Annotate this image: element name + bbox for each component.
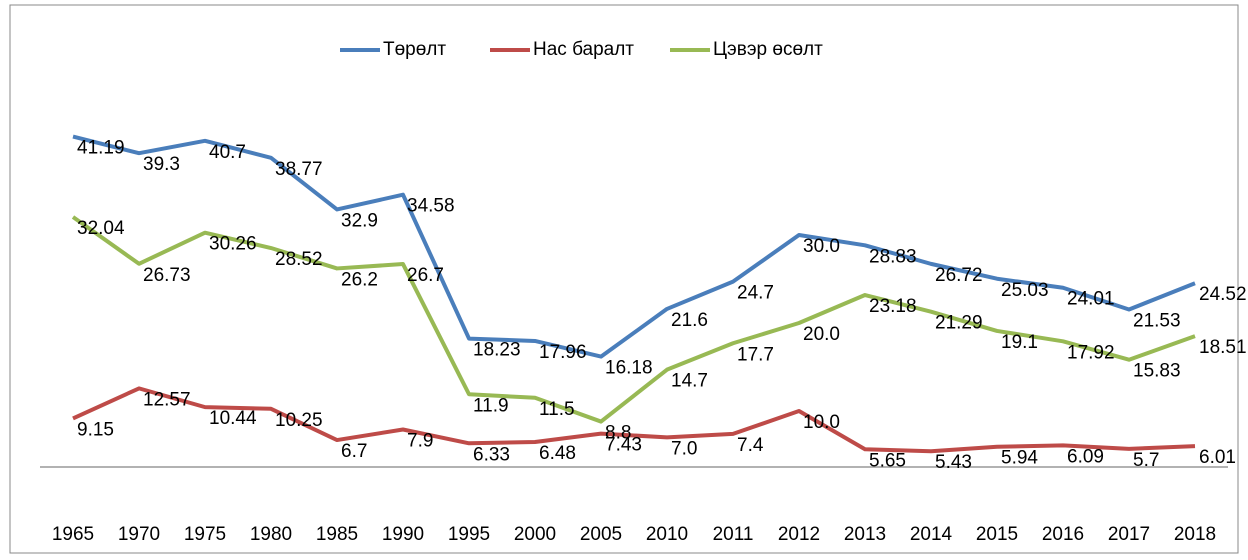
x-tick-label: 2013 bbox=[844, 524, 886, 545]
data-label: 11.5 bbox=[539, 399, 575, 420]
data-label: 15.83 bbox=[1133, 361, 1181, 382]
data-label: 24.7 bbox=[737, 283, 774, 304]
x-tick-label: 2017 bbox=[1108, 524, 1150, 545]
data-label: 26.73 bbox=[143, 265, 191, 286]
data-label: 9.15 bbox=[77, 419, 114, 440]
data-label: 19.1 bbox=[1001, 332, 1038, 353]
x-tick-label: 1985 bbox=[316, 524, 358, 545]
x-tick-label: 2000 bbox=[514, 524, 556, 545]
data-label: 10.44 bbox=[209, 408, 257, 429]
data-label: 23.18 bbox=[869, 296, 917, 317]
x-tick-label: 1965 bbox=[52, 524, 94, 545]
x-tick-label: 2012 bbox=[778, 524, 820, 545]
data-label: 6.48 bbox=[539, 443, 576, 464]
data-label: 28.52 bbox=[275, 249, 323, 270]
data-label: 24.01 bbox=[1067, 289, 1115, 310]
x-tick-label: 2014 bbox=[910, 524, 953, 545]
data-label: 40.7 bbox=[209, 142, 246, 163]
data-label: 6.01 bbox=[1199, 447, 1236, 468]
data-label: 7.9 bbox=[407, 430, 433, 451]
chart-border bbox=[9, 4, 1239, 554]
series-line bbox=[72, 134, 1196, 359]
x-tick-label: 2005 bbox=[580, 524, 622, 545]
data-label: 32.04 bbox=[77, 218, 125, 239]
x-tick-label: 1980 bbox=[250, 524, 292, 545]
legend-label: Нас баралт bbox=[533, 39, 634, 60]
data-label: 21.6 bbox=[671, 310, 708, 331]
data-label: 30.26 bbox=[209, 234, 257, 255]
data-label: 5.65 bbox=[869, 450, 906, 471]
data-label: 25.03 bbox=[1001, 280, 1049, 301]
data-label: 17.92 bbox=[1067, 342, 1115, 363]
data-label: 38.77 bbox=[275, 159, 323, 180]
data-label: 30.0 bbox=[803, 236, 840, 257]
legend-label: Төрөлт bbox=[383, 39, 446, 60]
data-label: 17.96 bbox=[539, 342, 587, 363]
data-label: 39.3 bbox=[143, 154, 180, 175]
legend-label: Цэвэр өсөлт bbox=[713, 39, 823, 60]
x-tick-label: 1970 bbox=[118, 524, 160, 545]
data-label: 16.18 bbox=[605, 358, 653, 379]
data-label: 21.53 bbox=[1133, 311, 1181, 332]
data-label: 5.94 bbox=[1001, 448, 1038, 469]
data-label: 32.9 bbox=[341, 210, 378, 231]
data-label: 24.52 bbox=[1199, 284, 1247, 305]
data-label: 6.09 bbox=[1067, 446, 1104, 467]
data-label: 5.7 bbox=[1133, 450, 1159, 471]
data-label: 21.29 bbox=[935, 313, 983, 334]
data-label: 26.72 bbox=[935, 265, 983, 286]
data-label: 12.57 bbox=[143, 389, 191, 410]
x-tick-label: 1990 bbox=[382, 524, 424, 545]
data-label: 6.7 bbox=[341, 441, 367, 462]
x-tick-label: 1995 bbox=[448, 524, 490, 545]
x-tick-label: 2015 bbox=[976, 524, 1018, 545]
x-tick-label: 2016 bbox=[1042, 524, 1084, 545]
data-label: 34.58 bbox=[407, 196, 455, 217]
data-label: 18.23 bbox=[473, 340, 521, 361]
data-label: 5.43 bbox=[935, 452, 972, 473]
series-line bbox=[71, 215, 1196, 424]
x-tick-label: 2011 bbox=[713, 524, 754, 545]
data-label: 8.8 bbox=[605, 423, 631, 444]
data-label: 7.43 bbox=[605, 435, 642, 456]
data-label: 17.7 bbox=[737, 344, 774, 365]
data-label: 18.51 bbox=[1199, 337, 1247, 358]
x-tick-label: 1975 bbox=[184, 524, 226, 545]
series-line bbox=[72, 386, 1196, 454]
data-label: 20.0 bbox=[803, 324, 840, 345]
data-label: 26.2 bbox=[341, 269, 378, 290]
x-tick-label: 2010 bbox=[646, 524, 688, 545]
data-label: 14.7 bbox=[671, 371, 708, 392]
data-label: 28.83 bbox=[869, 246, 917, 267]
data-label: 6.33 bbox=[473, 444, 510, 465]
x-tick-label: 2018 bbox=[1174, 524, 1216, 545]
data-label: 10.25 bbox=[275, 410, 323, 431]
data-label: 10.0 bbox=[803, 412, 840, 433]
data-label: 7.0 bbox=[671, 438, 697, 459]
data-label: 11.9 bbox=[473, 395, 509, 416]
data-label: 7.4 bbox=[737, 435, 764, 456]
data-label: 41.19 bbox=[77, 138, 125, 159]
data-label: 26.7 bbox=[407, 265, 444, 286]
